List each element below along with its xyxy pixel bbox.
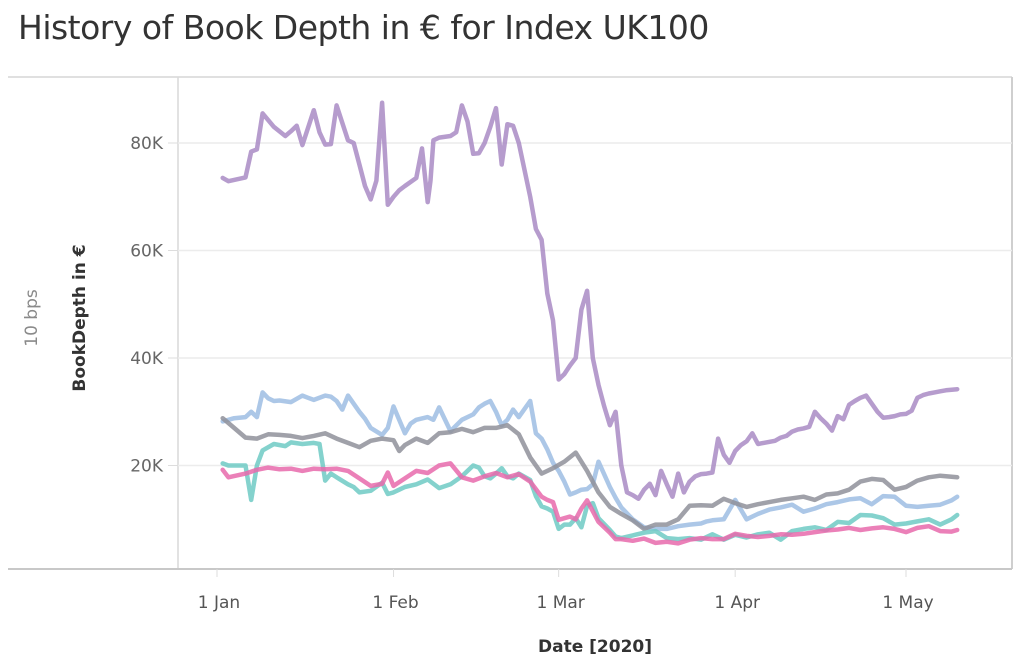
x-tick-label: 1 Feb	[372, 593, 418, 613]
x-tick-label: 1 Apr	[714, 593, 760, 613]
x-tick-labels: 1 Jan 1 Feb 1 Mar 1 Apr 1 May	[198, 569, 934, 613]
y-tick-label: 60K	[130, 242, 164, 262]
x-axis-title: Date [2020]	[538, 637, 652, 657]
y-tick-label: 40K	[130, 349, 164, 369]
series-line-pink	[220, 461, 960, 546]
x-tick-label: 1 Mar	[537, 593, 585, 613]
y-tick-label: 20K	[130, 457, 164, 477]
y-axis-title: BookDepth in €	[70, 244, 90, 391]
series-lines	[220, 100, 960, 546]
series-line-teal	[220, 440, 960, 542]
y-tick-label: 80K	[130, 134, 164, 154]
series-line-gray	[220, 415, 960, 532]
series-line-purple	[220, 100, 960, 502]
chart-title: History of Book Depth in € for Index UK1…	[18, 8, 709, 47]
y-tick-labels: 20K 40K 60K 80K	[130, 134, 164, 477]
gridlines	[168, 142, 1012, 467]
side-label-10bps: 10 bps	[22, 289, 42, 347]
series-line-light-blue	[220, 390, 960, 532]
x-tick-label: 1 May	[882, 593, 933, 613]
x-tick-label: 1 Jan	[198, 593, 240, 613]
chart-frame	[8, 76, 1013, 570]
